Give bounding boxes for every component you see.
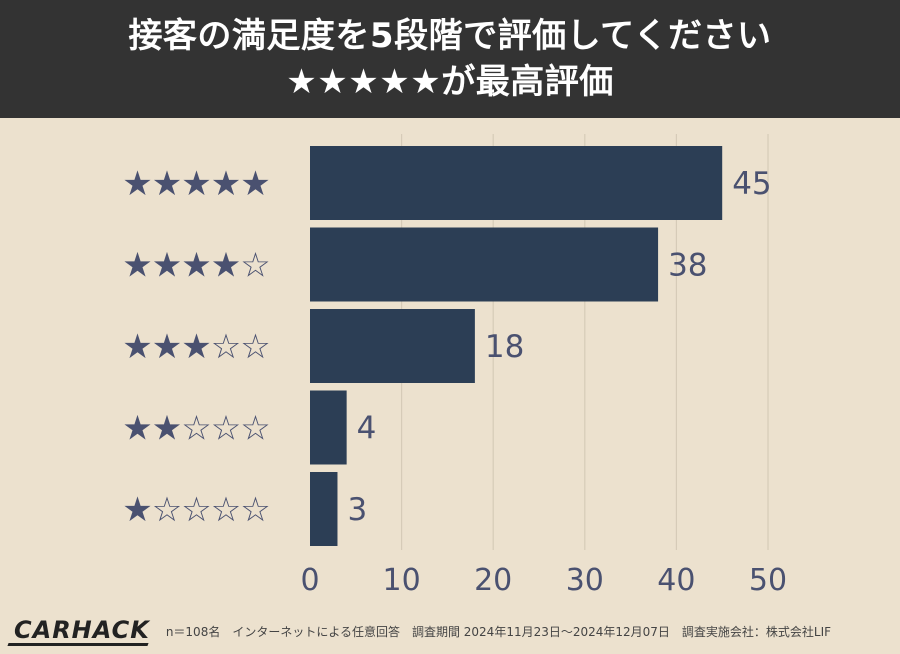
x-tick-label: 50 — [749, 563, 787, 598]
category-label: ★★☆☆☆ — [122, 409, 269, 449]
bar — [310, 309, 475, 383]
bar — [310, 390, 347, 465]
category-label: ★★★★★ — [122, 164, 269, 204]
bar — [310, 227, 659, 302]
survey-note: n＝108名 インターネットによる任意回答 調査期間 2024年11月23日〜2… — [165, 624, 832, 639]
value-label: 38 — [668, 248, 707, 284]
x-tick-label: 40 — [657, 563, 695, 598]
bars — [310, 146, 723, 546]
bar — [310, 472, 338, 546]
x-tick-label: 0 — [300, 563, 319, 598]
x-tick-label: 10 — [383, 563, 421, 598]
chart-header: 接客の満足度を5段階で評価してください ★★★★★が最高評価 — [0, 0, 900, 118]
x-tick-label: 20 — [474, 563, 512, 598]
category-labels: ★★★★★ ★★★★☆ ★★★☆☆ ★★☆☆☆ ★☆☆☆☆ — [122, 164, 270, 530]
x-tick-label: 30 — [566, 563, 604, 598]
value-label: 45 — [732, 166, 771, 202]
bar — [310, 146, 723, 220]
value-labels: 45 38 18 4 3 — [347, 166, 771, 528]
category-label: ★★★★☆ — [122, 246, 269, 286]
category-label: ★★★☆☆ — [122, 327, 269, 367]
value-label: 3 — [347, 492, 367, 528]
chart-title-line2: ★★★★★が最高評価 — [286, 62, 614, 102]
category-label: ★☆☆☆☆ — [122, 490, 269, 530]
bar-chart: ★★★★★ ★★★★☆ ★★★☆☆ ★★☆☆☆ ★☆☆☆☆ 45 38 18 4 3 0 10 20… — [122, 134, 787, 598]
value-label: 4 — [357, 411, 377, 447]
footer: CARHACK n＝108名 インターネットによる任意回答 調査期間 2024年… — [0, 608, 900, 654]
x-tick-labels: 0 10 20 30 40 50 — [300, 563, 787, 598]
carhack-logo: CARHACK — [14, 616, 150, 644]
value-label: 18 — [485, 329, 524, 365]
chart-title-line1: 接客の満足度を5段階で評価してください — [128, 16, 772, 56]
